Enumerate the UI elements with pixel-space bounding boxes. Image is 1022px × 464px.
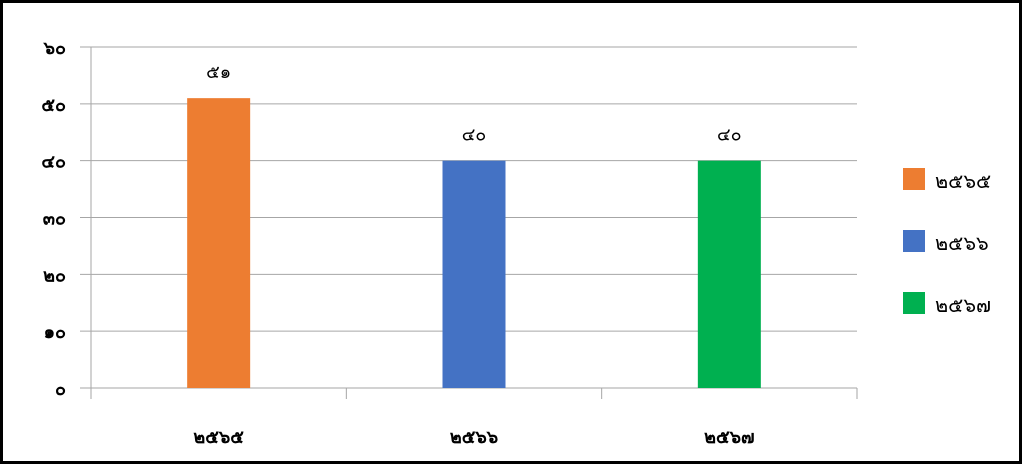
y-tick-label: ๕๐: [41, 95, 66, 116]
y-tick-label: ๓๐: [43, 209, 66, 230]
y-tick-label: ๔๐: [41, 152, 66, 173]
legend-swatch: [903, 292, 925, 314]
y-tick-label: ๑๐: [44, 322, 66, 343]
y-tick-label: ๒๐: [43, 265, 66, 286]
bar: [442, 160, 506, 388]
x-tick-label: ๒๕๖๕: [193, 427, 244, 448]
legend-swatch: [903, 230, 925, 252]
y-tick-label: ๖๐: [43, 38, 66, 59]
x-tick-label: ๒๕๖๖: [450, 427, 498, 448]
y-tick-label: ๐: [55, 379, 66, 400]
bar: [697, 160, 761, 388]
legend-swatch: [903, 168, 925, 190]
data-label: ๔๐: [717, 125, 742, 146]
x-tick-label: ๒๕๖๗: [704, 427, 754, 448]
legend-label: ๒๕๖๗: [935, 293, 991, 317]
bar: [187, 98, 251, 389]
data-label: ๕๑: [206, 62, 231, 83]
legend-label: ๒๕๖๖: [935, 231, 989, 255]
legend-label: ๒๕๖๕: [935, 169, 991, 193]
data-label: ๔๐: [462, 125, 487, 146]
